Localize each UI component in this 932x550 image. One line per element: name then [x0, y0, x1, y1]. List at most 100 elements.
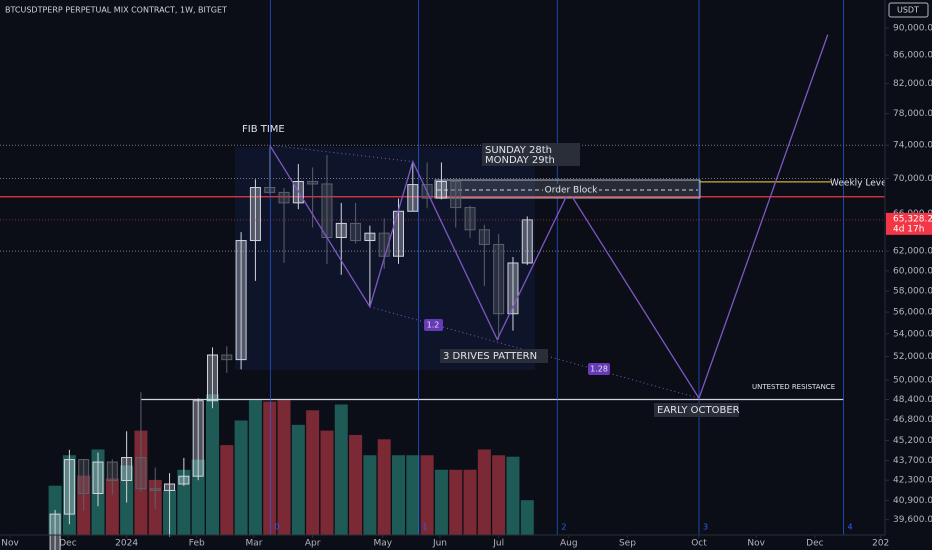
y-tick-label: 50,000.0: [893, 376, 932, 386]
x-tick-label: 2024: [115, 539, 138, 549]
annotation-box: [654, 403, 739, 417]
fib-time-label: 2: [561, 523, 566, 532]
candle-body: [450, 180, 462, 209]
x-tick-label: Dec: [59, 539, 76, 549]
y-tick-label: 60,000.0: [893, 266, 932, 276]
y-tick-label: 48,400.0: [893, 395, 932, 405]
candle-body: [221, 354, 233, 361]
x-tick-label: Mar: [245, 539, 262, 549]
y-tick-label: 56,000.0: [893, 308, 932, 318]
volume-bar: [377, 439, 391, 535]
y-tick-label: 43,700.0: [893, 456, 932, 466]
candle-body: [493, 243, 505, 315]
y-tick-label: 39,600.0: [893, 515, 932, 525]
candle-body: [521, 219, 533, 264]
volume-bar: [277, 400, 291, 535]
fib-time-label: 0: [274, 523, 279, 532]
annotation-box: [543, 184, 599, 196]
y-tick-label: 82,000.0: [893, 79, 932, 89]
candle-body: [350, 222, 362, 242]
fib-time-label: 3: [703, 523, 708, 532]
volume-bar: [320, 430, 334, 535]
currency-button[interactable]: [888, 2, 929, 18]
volume-bar: [434, 469, 448, 535]
x-tick-label: Jun: [432, 539, 447, 549]
chart-title: BTCUSDTPERP PERPETUAL MIX CONTRACT, 1W, …: [5, 6, 227, 15]
volume-bar: [406, 455, 420, 535]
x-tick-label: Apr: [305, 539, 321, 549]
y-tick-label: 40,900.0: [893, 496, 932, 506]
y-tick-label: 62,000.0: [893, 247, 932, 257]
x-tick-label: Aug: [560, 539, 578, 549]
price-axis: [885, 0, 932, 550]
candle-body: [249, 187, 261, 242]
x-tick-label: May: [373, 539, 392, 549]
annotation: SUNDAY 28th: [485, 145, 552, 156]
candle-body: [78, 459, 90, 494]
candle-body: [63, 459, 75, 515]
y-tick-label: 46,800.0: [893, 415, 932, 425]
volume-bar: [392, 455, 406, 535]
candle-body: [335, 222, 347, 239]
candle-body: [121, 457, 133, 481]
candle-body: [507, 262, 519, 315]
annotation-box: [440, 349, 548, 363]
last-price-label: 65,328.2: [893, 214, 932, 224]
annotation: 1.2: [427, 321, 440, 330]
volume-bar: [234, 420, 248, 535]
y-tick-label: 90,000.0: [893, 23, 932, 33]
y-tick-label: 78,000.0: [893, 109, 932, 119]
annotation: 1.28: [590, 365, 608, 374]
candle-body: [407, 184, 419, 212]
volume-bar: [306, 410, 320, 535]
volume-bar: [248, 400, 262, 535]
annotation: 3 DRIVES PATTERN: [443, 351, 537, 362]
candle-body: [49, 513, 61, 550]
candle-body: [206, 354, 218, 402]
candle-body: [393, 210, 405, 257]
candle-body: [178, 475, 190, 485]
annotation: Weekly Level: [830, 179, 889, 189]
volume-bar: [349, 434, 363, 535]
candle-body: [92, 461, 104, 494]
x-tick-label: 202: [872, 539, 889, 549]
candle-body: [307, 180, 319, 185]
annotation: EARLY OCTOBER: [657, 405, 740, 416]
candle-body: [464, 207, 476, 231]
volume-bar: [334, 404, 348, 535]
y-tick-label: 42,300.0: [893, 476, 932, 486]
volume-bar: [463, 469, 477, 535]
candle-body: [106, 461, 118, 481]
annotation-box: [424, 319, 443, 331]
volume-bar: [105, 478, 119, 535]
candle-body: [278, 191, 290, 204]
volume-bar: [449, 469, 463, 535]
annotation-box: [588, 363, 610, 375]
currency[interactable]: USDT: [897, 6, 919, 15]
fib-zone: [235, 147, 535, 370]
x-tick-label: Dec: [806, 539, 823, 549]
fib-time-label: 1: [423, 523, 428, 532]
volume-bar: [363, 455, 377, 535]
volume-bar: [506, 456, 520, 535]
volume-bar: [177, 469, 191, 535]
volume-bar: [420, 455, 434, 535]
candle-body: [364, 232, 376, 242]
y-tick-label: 86,000.0: [893, 51, 932, 61]
candle-body: [264, 187, 276, 193]
candle-body: [164, 483, 176, 491]
last-price-tag: [886, 212, 932, 235]
candle-body: [149, 488, 161, 491]
x-tick-label: Jul: [492, 539, 504, 549]
y-tick-label: 45,200.0: [893, 436, 932, 446]
annotation: FIB TIME: [242, 124, 285, 135]
volume-bar: [263, 401, 277, 535]
annotation: UNTESTED RESISTANCE: [752, 383, 835, 391]
y-tick-label: 52,000.0: [893, 352, 932, 362]
x-tick-label: Feb: [189, 539, 205, 549]
countdown-label: 4d 17h: [893, 224, 924, 234]
volume-bar: [220, 445, 234, 535]
candle-body: [321, 183, 333, 239]
volume-bar: [520, 500, 534, 535]
